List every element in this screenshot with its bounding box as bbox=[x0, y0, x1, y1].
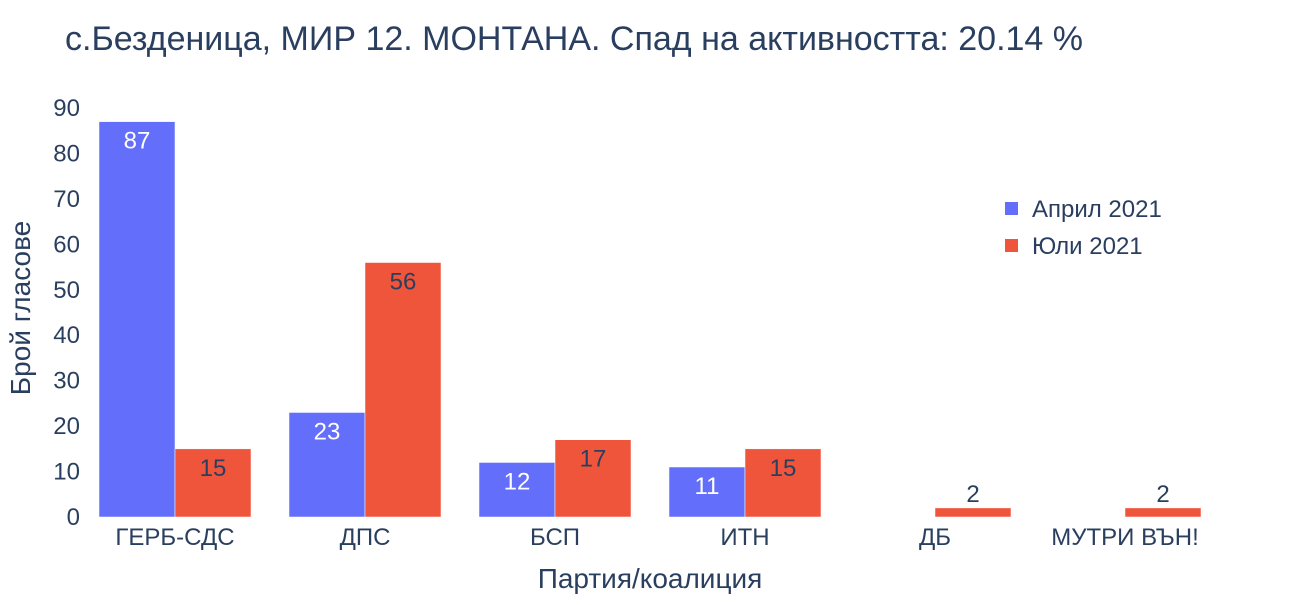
legend: Април 2021 Юли 2021 bbox=[1005, 196, 1162, 260]
legend-label: Април 2021 bbox=[1032, 196, 1162, 223]
bar-value-label: 23 bbox=[314, 418, 341, 445]
y-axis-ticks: 0 10 20 30 40 50 60 70 80 90 bbox=[53, 95, 80, 531]
bar-value-label: 12 bbox=[504, 468, 531, 495]
bar-value-label: 15 bbox=[200, 455, 227, 482]
bar-july bbox=[744, 448, 822, 518]
y-tick-label: 0 bbox=[67, 504, 80, 531]
bar-value-label: 2 bbox=[1156, 481, 1169, 508]
x-tick-label: МУТРИ ВЪН! bbox=[1051, 524, 1198, 551]
x-axis-title: Партия/коалиция bbox=[538, 563, 763, 594]
bar-april bbox=[98, 121, 176, 518]
y-tick-label: 70 bbox=[53, 186, 80, 213]
y-tick-label: 40 bbox=[53, 322, 80, 349]
bar-july bbox=[364, 262, 442, 518]
x-tick-label: ГЕРБ-СДС bbox=[115, 524, 234, 551]
y-tick-label: 30 bbox=[53, 368, 80, 395]
x-axis-ticks: ГЕРБ-СДС ДПС БСП ИТН ДБ МУТРИ ВЪН! bbox=[115, 524, 1198, 551]
bar-value-label: 2 bbox=[966, 481, 979, 508]
bar-value-label: 11 bbox=[695, 473, 720, 500]
bar-july bbox=[554, 439, 632, 518]
y-tick-label: 90 bbox=[53, 95, 80, 122]
x-tick-label: ИТН bbox=[720, 524, 769, 551]
bar-value-label: 56 bbox=[390, 269, 417, 296]
legend-swatch bbox=[1005, 202, 1018, 215]
bar-april bbox=[288, 412, 366, 518]
bars: 87 15 23 56 12 17 11 15 2 2 bbox=[98, 121, 1202, 518]
x-tick-label: ДПС bbox=[340, 524, 391, 551]
legend-label: Юли 2021 bbox=[1032, 233, 1143, 260]
bar-july bbox=[1124, 507, 1202, 518]
bar-july bbox=[174, 448, 252, 518]
y-tick-label: 20 bbox=[53, 413, 80, 440]
y-axis-title: Брой гласове bbox=[5, 221, 36, 395]
bar-july bbox=[934, 507, 1012, 518]
bar-april bbox=[668, 466, 746, 518]
y-tick-label: 80 bbox=[53, 140, 80, 167]
bar-value-label: 87 bbox=[124, 128, 151, 155]
chart-title: с.Безденица, МИР 12. МОНТАНА. Спад на ак… bbox=[65, 20, 1083, 58]
bar-value-label: 15 bbox=[770, 455, 797, 482]
y-tick-label: 10 bbox=[53, 459, 80, 486]
legend-swatch bbox=[1005, 239, 1018, 252]
x-tick-label: ДБ bbox=[919, 524, 951, 551]
bar-value-label: 17 bbox=[580, 446, 607, 473]
bar-april bbox=[478, 462, 556, 518]
y-tick-label: 50 bbox=[53, 277, 80, 304]
x-tick-label: БСП bbox=[530, 524, 580, 551]
y-tick-label: 60 bbox=[53, 231, 80, 258]
